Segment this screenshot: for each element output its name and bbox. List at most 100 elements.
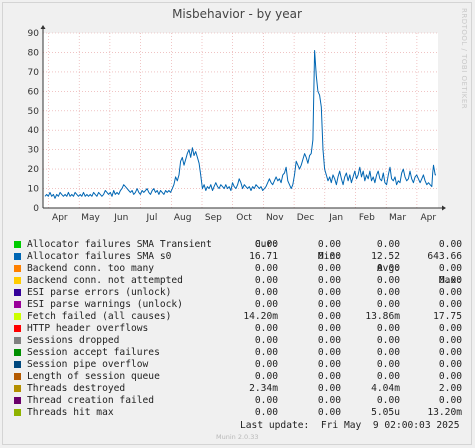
y-tick-label: 70: [28, 68, 40, 78]
x-tick-label: Dec: [297, 213, 314, 223]
legend-max-value: 0.00: [438, 335, 462, 346]
legend-swatch: [14, 385, 21, 392]
legend-series-name: Threads destroyed: [27, 383, 126, 394]
legend-swatch: [14, 397, 21, 404]
legend-series-name: Thread creation failed: [27, 395, 155, 406]
legend-min-value: 0.00: [317, 263, 341, 274]
chart-area: Misbehavior - by year 0 10 20 30 40 50 60 70 80 9…: [28, 7, 468, 223]
legend-row: Session accept failures 0.00 0.00 0.00 0.00: [0, 347, 475, 359]
legend-row: Backend conn. not attempted 0.00 0.00 0.00 0…: [0, 275, 475, 287]
legend-cur-value: 0.00: [254, 239, 278, 250]
legend-row: ESI parse warnings (unlock) 0.00 0.00 0.00 0…: [0, 299, 475, 311]
legend-max-value: 0.00: [438, 287, 462, 298]
legend-max-value: 0.00: [438, 299, 462, 310]
legend-series-name: Length of session queue: [27, 371, 160, 382]
x-tick-label: Apr: [420, 213, 436, 223]
legend-max-value: 0.00: [438, 323, 462, 334]
legend-header: Cur: Min: Avg: Max:: [0, 227, 475, 286]
legend-cur-value: 0.00: [254, 299, 278, 310]
legend-series-name: ESI parse warnings (unlock): [27, 299, 183, 310]
last-update: Last update: Fri May 9 02:00:03 2025: [240, 420, 460, 431]
legend-series-name: Allocator failures SMA s0: [27, 251, 172, 262]
legend-max-value: 0.00: [438, 275, 462, 286]
y-tick-label: 90: [28, 29, 40, 39]
legend-max-value: 13.20m: [427, 407, 462, 418]
legend-min-value: 0.00: [317, 287, 341, 298]
legend-row: Fetch failed (all causes) 14.20m 0.00 13.86…: [0, 311, 475, 323]
legend-swatch: [14, 373, 21, 380]
legend-row: Threads destroyed 2.34m 0.00 4.04m 2.00: [0, 383, 475, 395]
x-tick-label: Mar: [389, 213, 406, 223]
munin-version: Munin 2.0.33: [216, 433, 259, 441]
x-tick-label: Jun: [113, 213, 128, 223]
legend-avg-value: 0.00: [376, 347, 400, 358]
x-tick-label: Apr: [52, 213, 68, 223]
legend-cur-value: 0.00: [254, 263, 278, 274]
legend-series-name: Session accept failures: [27, 347, 160, 358]
legend-cur-value: 0.00: [254, 287, 278, 298]
legend-row: HTTP header overflows 0.00 0.00 0.00 0.00: [0, 323, 475, 335]
x-tick-label: Jul: [146, 213, 158, 223]
x-tick-label: Jan: [328, 213, 343, 223]
legend-avg-value: 4.04m: [371, 383, 400, 394]
legend-swatch: [14, 277, 21, 284]
legend-cur-value: 0.00: [254, 407, 278, 418]
legend-series-name: Session pipe overflow: [27, 359, 149, 370]
legend-swatch: [14, 253, 21, 260]
legend-series-name: Backend conn. not attempted: [27, 275, 183, 286]
y-tick-label: 40: [28, 126, 40, 136]
legend-cur-value: 0.00: [254, 275, 278, 286]
legend-cur-value: 0.00: [254, 395, 278, 406]
legend-cur-value: 0.00: [254, 347, 278, 358]
legend-min-value: 0.00: [317, 335, 341, 346]
legend-series-name: Fetch failed (all causes): [27, 311, 172, 322]
y-tick-label: 60: [28, 87, 40, 97]
y-axis-arrow: [40, 25, 46, 29]
legend-row: Sessions dropped 0.00 0.00 0.00 0.00: [0, 335, 475, 347]
legend-min-value: 0.00: [317, 407, 341, 418]
y-tick-label: 0: [33, 204, 39, 214]
legend-max-value: 17.75: [433, 311, 462, 322]
legend-cur-value: 0.00: [254, 335, 278, 346]
x-axis-arrow: [442, 205, 446, 211]
legend-cur-value: 0.00: [254, 323, 278, 334]
legend-avg-value: 5.05u: [371, 407, 400, 418]
legend-series-name: ESI parse errors (unlock): [27, 287, 172, 298]
series-line: [44, 50, 436, 199]
legend-min-value: 0.00: [317, 347, 341, 358]
legend-min-value: 0.00: [317, 311, 341, 322]
legend-min-value: 0.00: [317, 371, 341, 382]
legend-cur-value: 0.00: [254, 359, 278, 370]
x-tick-label: Oct: [236, 213, 252, 223]
legend-max-value: 0.00: [438, 395, 462, 406]
header-cur: Cur:: [254, 239, 278, 250]
legend-avg-value: 0.00: [376, 323, 400, 334]
legend-avg-value: 0.00: [376, 335, 400, 346]
legend-swatch: [14, 409, 21, 416]
legend-min-value: 0.00: [317, 275, 341, 286]
legend-swatch: [14, 289, 21, 296]
legend-avg-value: 0.00: [376, 287, 400, 298]
y-tick-label: 80: [28, 48, 40, 58]
y-tick-label: 50: [28, 107, 40, 117]
legend-swatch: [14, 361, 21, 368]
x-tick-label: Sep: [205, 213, 222, 223]
legend-max-value: 0.00: [438, 359, 462, 370]
rrdtool-label: RRDTOOL / TOBI OETIKER: [460, 8, 468, 109]
legend-min-value: 0.00: [317, 383, 341, 394]
legend-min-value: 0.00: [317, 359, 341, 370]
x-tick-label: Aug: [174, 213, 192, 223]
legend-series-name: Threads hit max: [27, 407, 114, 418]
y-tick-label: 20: [28, 165, 40, 175]
legend-swatch: [14, 349, 21, 356]
legend-min-value: 0.00: [317, 239, 341, 250]
legend-cur-value: 0.00: [254, 371, 278, 382]
legend-max-value: 0.00: [438, 347, 462, 358]
legend-max-value: 2.00: [438, 383, 462, 394]
legend-series-name: Backend conn. too many: [27, 263, 155, 274]
legend-swatch: [14, 337, 21, 344]
legend-min-value: 0.00: [317, 395, 341, 406]
legend-row: Allocator failures SMA Transient 0.00 0.00…: [0, 239, 475, 251]
legend-swatch: [14, 313, 21, 320]
